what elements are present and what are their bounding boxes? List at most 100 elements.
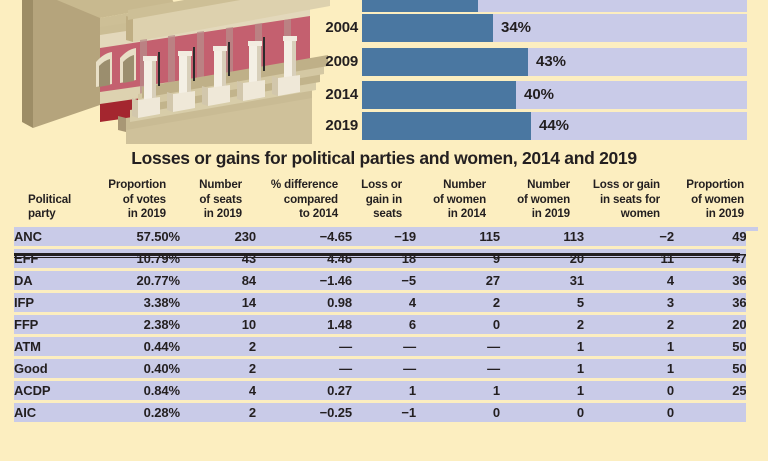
cell-pct-diff: — [256,358,352,378]
table: Political party Proportion of votes in 2019… [14,178,758,422]
cell-women-2019: 2 [500,314,584,334]
page-title: Losses or gains for political parties an… [131,148,637,168]
cell-seat-change: 1 [352,380,416,400]
cell-seats: 230 [180,226,256,246]
cell-women-2014: 27 [416,270,500,290]
cell-seat-change: −19 [352,226,416,246]
cell-pct-diff: −0.25 [256,402,352,422]
cell-women-change: 1 [584,336,674,356]
cell-party: FFP [14,314,102,334]
cell-pct-diff: −1.46 [256,270,352,290]
cell-votes: 2.38% [102,314,180,334]
cell-women-change: −2 [584,226,674,246]
cell-women-2014: 2 [416,292,500,312]
cell-party: ACDP [14,380,102,400]
col-header-line: gain in [365,192,402,206]
cell-pct-diff: −4.65 [256,226,352,246]
col-header-line: of women [433,192,486,206]
col-header-line: % difference [270,178,338,191]
col-header-line: compared [283,192,338,206]
bar-track: 43% [362,48,747,76]
col-header-line: Loss or gain [592,178,660,191]
col-header-line: Proportion [108,178,166,191]
cell-women-change: 11 [584,248,674,268]
cell-votes: 10.79% [102,248,180,268]
bar-value-label: 40% [524,86,555,103]
losses-gains-table: Political party Proportion of votes in 2019… [14,178,758,422]
col-header-number-women-2019: Number of women in 2019 [500,178,584,227]
cell-women-2019: 0 [500,402,584,422]
cell-seat-change: 4 [352,292,416,312]
table-header-rule [14,253,740,256]
cell-votes: 0.28% [102,402,180,422]
bar-fill [362,112,531,140]
cell-votes: 0.44% [102,336,180,356]
cell-seats: 10 [180,314,256,334]
cell-pct-diff: 1.48 [256,314,352,334]
bar-track: 40% [362,81,747,109]
col-header-line: in seats for [599,192,660,206]
bar-year-label: 2019 [325,117,358,134]
cell-party: EFF [14,248,102,268]
col-header-line: party [28,207,56,220]
bar-value-label: 44% [539,117,570,134]
col-header-loss-gain-seats: Loss or gain in seats [352,178,416,227]
cell-women-2014: — [416,358,500,378]
cell-seat-change: −5 [352,270,416,290]
col-header-line: in 2019 [705,207,744,220]
col-header-line: of women [517,192,570,206]
col-header-line: of women [691,192,744,206]
cell-women-2019: 20 [500,248,584,268]
bar-track [362,0,747,12]
cell-women-2014: — [416,336,500,356]
col-header-line: of votes [122,192,166,206]
bar-value-label: 43% [536,53,567,70]
cell-pct-diff: 0.27 [256,380,352,400]
cell-women-change: 4 [584,270,674,290]
cell-party: ATM [14,336,102,356]
cell-pct-diff: 4.46 [256,248,352,268]
cell-seat-change: 6 [352,314,416,334]
cell-women-change: 0 [584,380,674,400]
cell-seats: 4 [180,380,256,400]
cell-party: DA [14,270,102,290]
col-header-number-women-2014: Number of women in 2014 [416,178,500,227]
cell-party: Good [14,358,102,378]
cell-women-2019: 1 [500,380,584,400]
bar-fill [362,48,528,76]
cell-pct-diff: — [256,336,352,356]
cell-seats: 2 [180,402,256,422]
cell-women-2014: 115 [416,226,500,246]
cell-party: ANC [14,226,102,246]
cell-seat-change: — [352,358,416,378]
col-header-line: Number [443,178,486,191]
cell-pct-diff: 0.98 [256,292,352,312]
cell-women-2014: 9 [416,248,500,268]
col-header-pct-difference: % difference compared to 2014 [256,178,352,227]
bar-row: 2009 43% [318,48,768,76]
cell-votes: 0.84% [102,380,180,400]
bar-fill [362,14,493,42]
col-header-line: of seats [199,192,242,206]
cell-women-2014: 0 [416,314,500,334]
cell-women-2019: 5 [500,292,584,312]
women-in-parliament-bar-chart: 2004 34% 2009 43% 2014 40% 2019 44% [318,0,768,140]
cell-votes: 57.50% [102,226,180,246]
col-header-line: Number [199,178,242,191]
col-header-number-seats-2019: Number of seats in 2019 [180,178,256,227]
cell-women-2019: 31 [500,270,584,290]
bar-year-label: 2009 [325,53,358,70]
cell-women-2014: 0 [416,402,500,422]
table-header-row: Political party Proportion of votes in 2019… [14,178,758,227]
parliament-building-illustration [0,0,330,145]
col-header-line: in 2019 [203,207,242,220]
cell-women-2019: 113 [500,226,584,246]
col-header-political-party: Political party [14,178,102,227]
